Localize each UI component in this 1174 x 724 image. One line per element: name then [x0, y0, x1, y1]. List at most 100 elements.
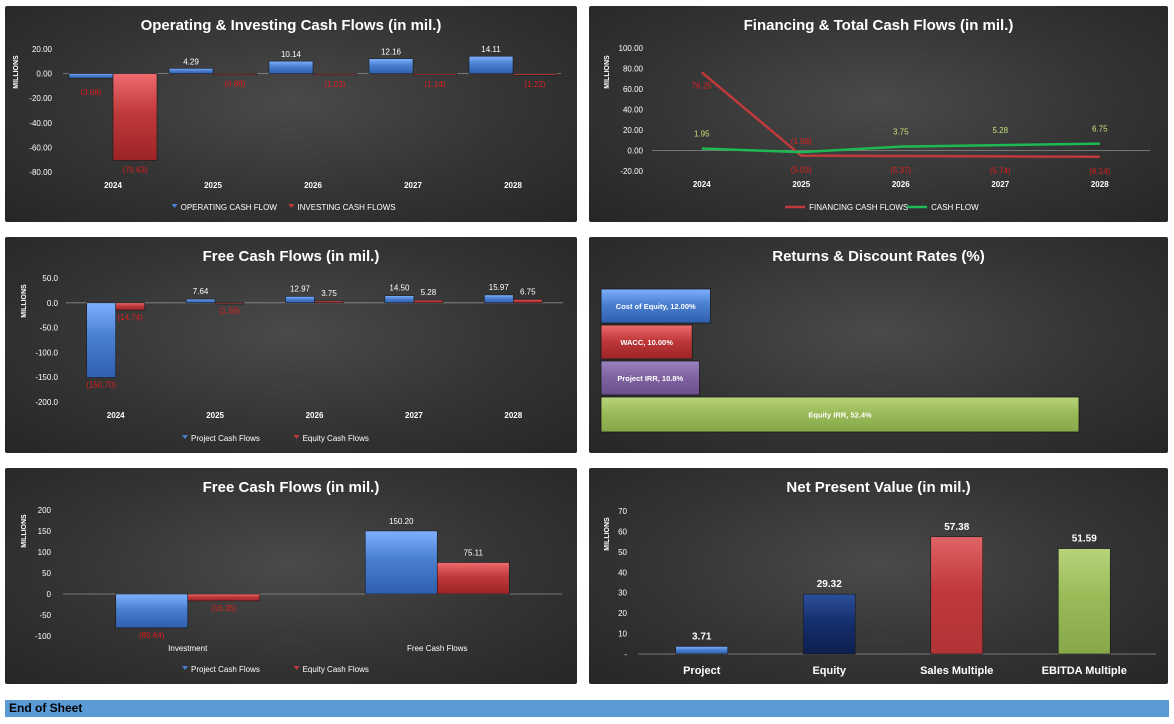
y-tick-label: 20: [618, 609, 627, 618]
data-label: (1.58): [219, 307, 240, 316]
chart-title: Financing & Total Cash Flows (in mil.): [744, 17, 1014, 34]
x-tick-label: Sales Multiple: [920, 665, 993, 677]
legend-marker: [171, 204, 178, 208]
bar: [512, 73, 558, 76]
x-tick-label: Equity: [812, 665, 846, 677]
y-tick-label: -100.0: [35, 348, 58, 357]
chart-title: Returns & Discount Rates (%): [772, 248, 985, 265]
data-label: Project IRR, 10.8%: [617, 374, 683, 383]
data-label: 75.11: [464, 548, 484, 557]
bar: [675, 646, 729, 655]
data-label: 14.11: [481, 45, 501, 54]
bar: [368, 58, 414, 74]
y-tick-label: 80.00: [623, 65, 644, 74]
x-tick-label: 2028: [1091, 180, 1109, 189]
x-tick-label: EBITDA Multiple: [1042, 665, 1127, 677]
y-tick-label: 150: [38, 527, 52, 536]
bar: [187, 593, 261, 602]
data-label: 3.75: [893, 128, 909, 137]
operating-investing-chart: Operating & Investing Cash Flows (in mil…: [5, 6, 577, 222]
data-label: 3.71: [692, 631, 712, 642]
y-tick-label: -20.00: [29, 94, 52, 103]
net-present-value-chart: Net Present Value (in mil.) MILLIONS 70 60 5…: [589, 468, 1168, 684]
chart-title: Free Cash Flows (in mil.): [203, 479, 380, 496]
data-label: 57.38: [944, 522, 969, 533]
bar: [512, 299, 543, 304]
data-label: 15.97: [489, 283, 510, 292]
data-label: 51.59: [1072, 534, 1097, 545]
legend-label: FINANCING CASH FLOWS: [809, 203, 908, 212]
data-label: 5.28: [421, 288, 437, 297]
y-tick-label: 0.0: [47, 299, 59, 308]
legend-label: OPERATING CASH FLOW: [181, 203, 278, 212]
bar: [600, 396, 1080, 433]
y-tick-label: 0.00: [627, 147, 643, 156]
bar: [600, 324, 693, 360]
data-label: 6.75: [1092, 125, 1108, 134]
data-label: 3.75: [321, 289, 337, 298]
data-label: 7.64: [193, 287, 209, 296]
y-tick-label: 50: [42, 569, 51, 578]
bar: [314, 300, 344, 304]
legend-label: Equity Cash Flows: [303, 665, 369, 674]
free-cash-flows-summary-chart: Free Cash Flows (in mil.) MILLIONS 200 150 1…: [5, 468, 577, 684]
y-tick-label: 0.00: [36, 70, 52, 79]
legend-marker: [293, 666, 300, 670]
x-tick-label: 2024: [107, 411, 125, 420]
data-label: (80.64): [139, 631, 165, 640]
y-tick-label: 60: [618, 527, 627, 536]
legend-label: INVESTING CASH FLOWS: [297, 203, 395, 212]
data-label: 6.75: [520, 287, 536, 296]
y-tick-label: 20.00: [623, 126, 644, 135]
y-axis-label: MILLIONS: [21, 284, 28, 318]
bar: [214, 302, 245, 305]
y-tick-label: 30: [618, 589, 627, 598]
x-tick-label: Project: [683, 665, 721, 677]
data-label: (5.74): [990, 166, 1011, 175]
y-tick-label: 60.00: [623, 85, 644, 94]
chart-title: Operating & Investing Cash Flows (in mil…: [141, 17, 442, 34]
chart-svg: Net Present Value (in mil.) MILLIONS 70 60 5…: [604, 479, 1156, 677]
free-cash-flows-yearly-chart: Free Cash Flows (in mil.) MILLIONS 50.0 0.0…: [5, 237, 577, 453]
y-tick-label: -60.00: [29, 143, 52, 152]
bar: [364, 530, 438, 595]
bar: [185, 298, 216, 304]
bar: [212, 73, 258, 76]
x-tick-label: 2025: [204, 181, 222, 190]
y-tick-label: 50: [618, 548, 627, 557]
y-tick-label: -200.0: [35, 398, 58, 407]
y-tick-label: -20.00: [620, 167, 643, 176]
legend-marker: [182, 666, 188, 670]
bar: [436, 562, 510, 595]
data-label: (1.58): [791, 137, 812, 146]
bar: [268, 60, 314, 74]
x-tick-label: 2025: [792, 180, 810, 189]
bar: [384, 295, 415, 304]
data-label: Cost of Equity, 12.00%: [616, 302, 696, 311]
bar: [412, 73, 458, 76]
legend-marker: [182, 435, 188, 439]
data-label: 12.97: [290, 284, 311, 293]
data-label: (5.37): [890, 166, 911, 175]
y-tick-label: 50.0: [42, 274, 58, 283]
x-tick-label: 2024: [693, 180, 711, 189]
y-axis-label: MILLIONS: [13, 55, 20, 89]
x-tick-label: 2027: [404, 181, 422, 190]
data-label: (1.22): [525, 80, 546, 89]
bar: [600, 360, 700, 396]
data-label: 29.32: [817, 579, 842, 590]
returns-discount-rates-chart: Returns & Discount Rates (%) Cost of Equi…: [589, 237, 1168, 453]
y-tick-label: -40.00: [29, 119, 52, 128]
y-axis-label: MILLIONS: [21, 514, 28, 548]
y-tick-label: 0: [47, 590, 52, 599]
x-tick-label: 2026: [306, 411, 324, 420]
y-tick-label: 100.00: [619, 44, 644, 53]
bar: [930, 536, 984, 655]
data-label: 150.20: [389, 517, 414, 526]
y-axis-label: MILLIONS: [604, 55, 611, 89]
y-tick-label: -: [624, 650, 627, 659]
data-label: (5.03): [791, 166, 812, 175]
legend-label: Project Cash Flows: [191, 665, 260, 674]
chart-svg: Financing & Total Cash Flows (in mil.) MI…: [604, 17, 1150, 212]
y-tick-label: -100: [35, 632, 52, 641]
